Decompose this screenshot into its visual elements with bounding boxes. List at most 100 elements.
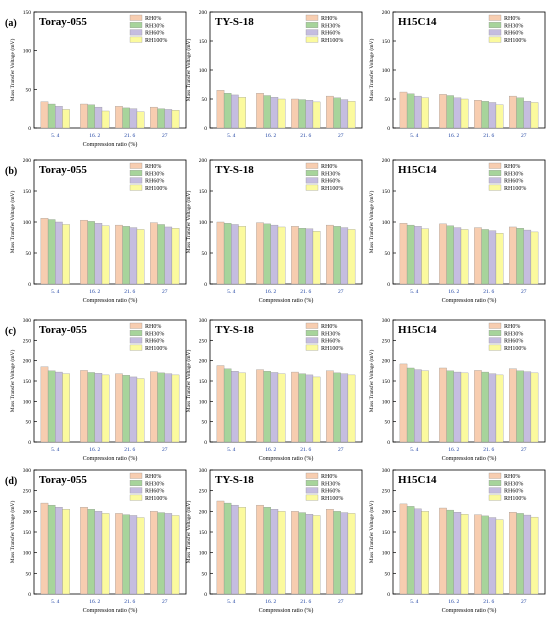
panel-letter: (a) [5,18,17,29]
bar-rh30pct [406,367,415,443]
y-tick-label: 0 [28,592,31,598]
y-tick-label: 150 [199,530,208,536]
legend-label: RH60% [145,339,164,345]
panel-title: Toray-055 [39,324,87,336]
y-tick-label: 150 [23,530,32,536]
x-tick-label: 27 [162,599,168,605]
bar-rh60pct [523,514,532,595]
y-tick-label: 0 [204,592,207,598]
legend-swatch [305,184,319,191]
legend-swatch [305,14,319,21]
bar-rh60pct [164,373,173,443]
bar-rh60pct [453,227,462,285]
legend-label: RH0% [145,164,161,170]
y-tick-label: 200 [382,359,391,365]
legend-swatch [129,29,143,36]
y-tick-label: 50 [26,571,32,577]
y-tick-label: 100 [23,220,32,226]
x-tick-label: 16. 2 [265,289,276,295]
legend-swatch [129,487,143,494]
bar-rh100pct [136,111,145,129]
bar-rh0pct [80,103,88,129]
legend-swatch [305,487,319,494]
bar-rh100pct [238,226,246,285]
y-axis-label: Mass Transfer Voltage (mV) [9,191,16,254]
bar-rh0pct [115,106,123,129]
legend-swatch [129,162,143,169]
x-tick-label: 21. 6 [483,447,494,453]
legend-swatch [305,337,319,344]
legend-swatch [305,162,319,169]
bar-rh0pct [216,365,225,443]
panel-title: TY-S-18 [215,474,254,486]
bar-rh60pct [270,372,279,443]
x-tick-label: 21. 6 [300,447,311,453]
legend-label: RH100% [321,38,343,44]
bar-rh100pct [277,511,286,595]
bar-rh100pct [495,374,504,443]
bar-rh0pct [439,367,447,443]
x-tick-label: 21. 6 [483,599,494,605]
panel-letter: (b) [5,166,17,177]
bar-rh60pct [305,374,314,443]
legend-label: RH100% [504,38,526,44]
chart-panel-8: 0 50 100 150 200 250 300 Mass Transfer Voltage … [185,318,363,462]
bar-rh100pct [421,97,429,129]
bar-rh100pct [347,374,356,443]
bar-rh60pct [523,371,532,443]
bar-rh30pct [263,95,271,129]
y-tick-label: 0 [387,440,390,446]
bar-rh100pct [277,226,286,285]
bar-rh0pct [326,95,334,129]
y-tick-label: 50 [26,251,32,257]
y-tick-label: 150 [382,39,391,45]
bar-rh0pct [326,509,334,595]
bar-rh60pct [94,373,103,443]
legend-swatch [488,22,502,28]
y-tick-label: 200 [382,509,391,515]
legend-swatch [305,322,319,329]
y-tick-label: 200 [23,359,32,365]
legend-swatch [488,14,502,21]
panel-title: Toray-055 [39,474,87,486]
y-tick-label: 0 [387,592,390,598]
bar-rh100pct [312,376,321,443]
chart-panel-11: 0 50 100 150 200 250 300 Mass Transfer Voltage … [185,468,363,614]
bar-rh60pct [340,512,349,595]
x-axis-label: Compression ratio (%) [83,297,138,304]
bar-rh0pct [150,511,158,595]
y-axis-label: Mass Transfer Voltage (mV) [185,501,192,564]
legend-label: RH30% [504,171,523,177]
bar-rh0pct [150,106,158,129]
y-axis-label: Mass Transfer Voltage (mV) [368,350,375,413]
x-axis-label: Compression ratio (%) [83,607,138,614]
chart-panel-5: 0 50 100 150 200 Mass Transfer Voltage (mV) 5.… [185,158,363,304]
bar-rh100pct [62,373,70,443]
bar-rh0pct [509,95,517,129]
legend-swatch [129,472,143,479]
bar-rh100pct [136,517,145,595]
y-tick-label: 0 [28,126,31,132]
chart-panel-2: 0 50 100 150 200 Mass Transfer Voltage (mV) 5.… [185,10,363,139]
bar-rh100pct [460,514,469,595]
y-tick-label: 250 [382,338,391,344]
bar-rh30pct [122,226,130,285]
bar-rh0pct [256,504,264,595]
y-tick-label: 100 [23,551,32,557]
legend-label: RH0% [321,16,337,22]
x-axis-label: Compression ratio (%) [259,455,314,462]
bar-rh0pct [80,370,88,443]
bar-rh100pct [530,231,539,285]
x-tick-label: 5. 4 [51,599,60,605]
bar-rh0pct [115,513,123,595]
x-tick-label: 16. 2 [89,289,100,295]
legend-swatch [129,337,143,344]
bar-rh100pct [238,97,246,129]
x-tick-label: 5. 4 [410,447,419,453]
bar-rh100pct [171,515,180,595]
legend-label: RH100% [145,38,167,44]
y-tick-label: 150 [382,530,391,536]
legend-label: RH60% [504,339,523,345]
bar-rh30pct [516,370,524,443]
bar-rh60pct [129,376,138,443]
